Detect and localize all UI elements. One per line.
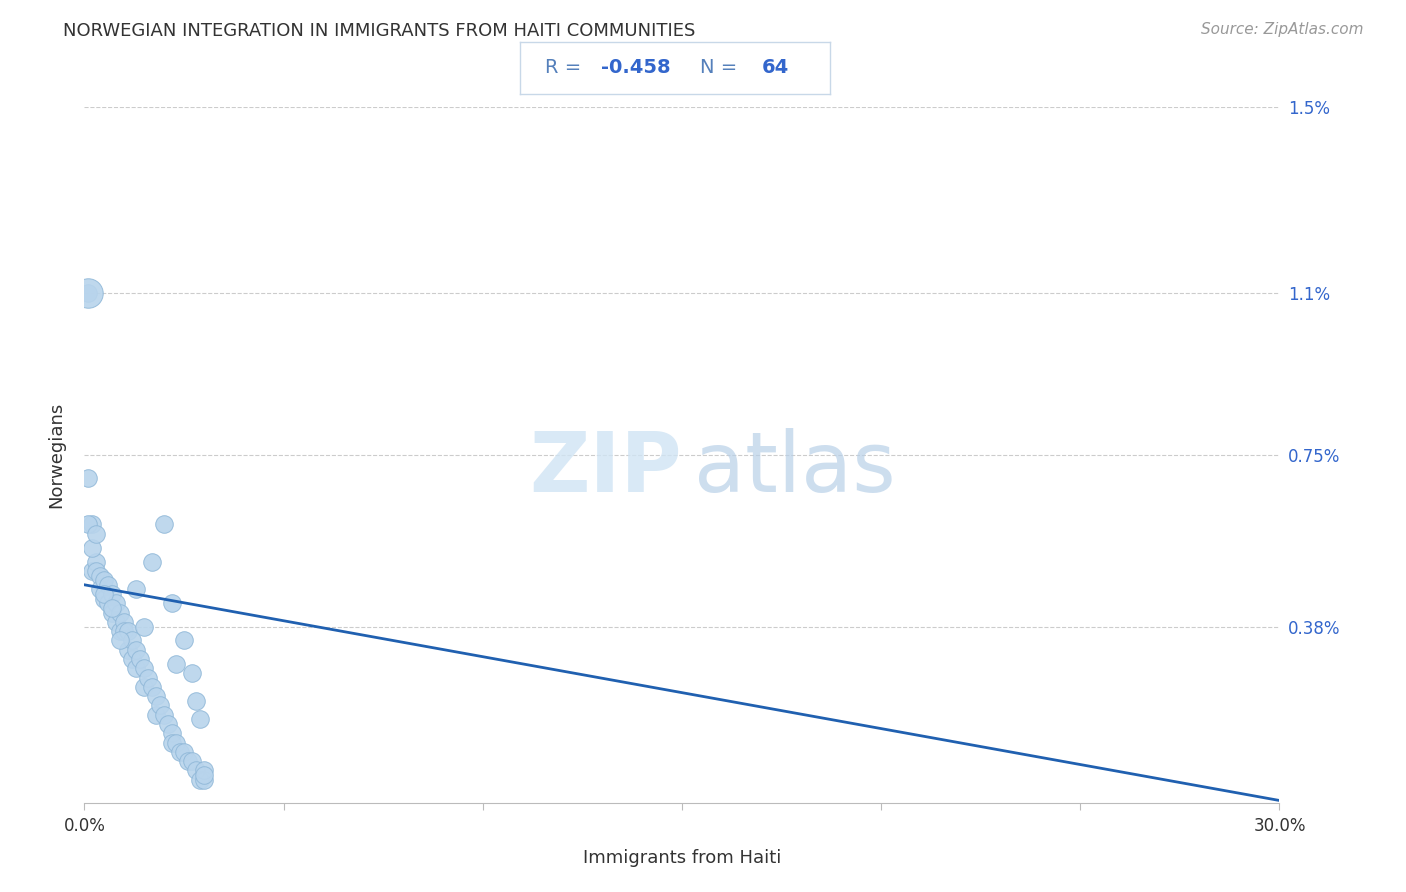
Point [117, 642, 139, 657]
Point [101, 587, 124, 601]
Point [101, 606, 124, 620]
Point [77, 285, 100, 300]
Point [82, 564, 104, 578]
Point [141, 555, 163, 569]
Point [153, 707, 176, 722]
Point [125, 661, 148, 675]
Point [86, 526, 108, 541]
Point [93, 573, 115, 587]
Point [129, 652, 152, 666]
Point [93, 587, 115, 601]
Point [169, 745, 191, 759]
Point [86, 564, 108, 578]
Point [157, 717, 180, 731]
Text: N =: N = [700, 58, 744, 78]
Text: R =: R = [546, 58, 588, 78]
Point [121, 633, 143, 648]
Point [89, 582, 111, 597]
Point [86, 555, 108, 569]
Point [121, 652, 143, 666]
Point [145, 707, 167, 722]
Y-axis label: Norwegians: Norwegians [48, 401, 66, 508]
Text: Source: ZipAtlas.com: Source: ZipAtlas.com [1201, 22, 1364, 37]
Point [117, 624, 139, 639]
Point [97, 596, 120, 610]
Point [89, 568, 111, 582]
Point [110, 633, 132, 648]
Point [145, 689, 167, 703]
Point [110, 606, 132, 620]
Point [132, 680, 156, 694]
Point [77, 285, 100, 300]
Point [97, 578, 120, 592]
Point [105, 615, 128, 629]
Text: 64: 64 [762, 58, 789, 78]
Point [105, 596, 128, 610]
Text: -0.458: -0.458 [600, 58, 671, 78]
Point [188, 772, 211, 787]
Point [165, 735, 187, 749]
Text: ZIP: ZIP [530, 428, 682, 509]
Point [77, 517, 100, 532]
Point [141, 680, 163, 694]
Point [193, 768, 215, 782]
Text: NORWEGIAN INTEGRATION IN IMMIGRANTS FROM HAITI COMMUNITIES: NORWEGIAN INTEGRATION IN IMMIGRANTS FROM… [63, 22, 696, 40]
Point [125, 642, 148, 657]
Point [160, 726, 183, 740]
Point [93, 591, 115, 606]
Point [110, 624, 132, 639]
Point [101, 601, 124, 615]
Point [188, 712, 211, 726]
Point [112, 624, 135, 639]
X-axis label: Immigrants from Haiti: Immigrants from Haiti [582, 848, 782, 866]
Point [193, 772, 215, 787]
Point [153, 517, 176, 532]
Point [136, 671, 159, 685]
Point [82, 541, 104, 555]
Point [181, 754, 204, 768]
Point [177, 754, 200, 768]
Point [125, 582, 148, 597]
Point [173, 633, 195, 648]
Point [82, 517, 104, 532]
Point [160, 735, 183, 749]
Point [184, 694, 207, 708]
Point [165, 657, 187, 671]
Point [181, 665, 204, 680]
Point [132, 619, 156, 633]
Point [149, 698, 172, 713]
Text: atlas: atlas [695, 428, 896, 509]
Point [160, 596, 183, 610]
Point [173, 745, 195, 759]
Point [132, 661, 156, 675]
Point [77, 471, 100, 485]
Point [193, 764, 215, 778]
Point [184, 764, 207, 778]
Point [112, 615, 135, 629]
